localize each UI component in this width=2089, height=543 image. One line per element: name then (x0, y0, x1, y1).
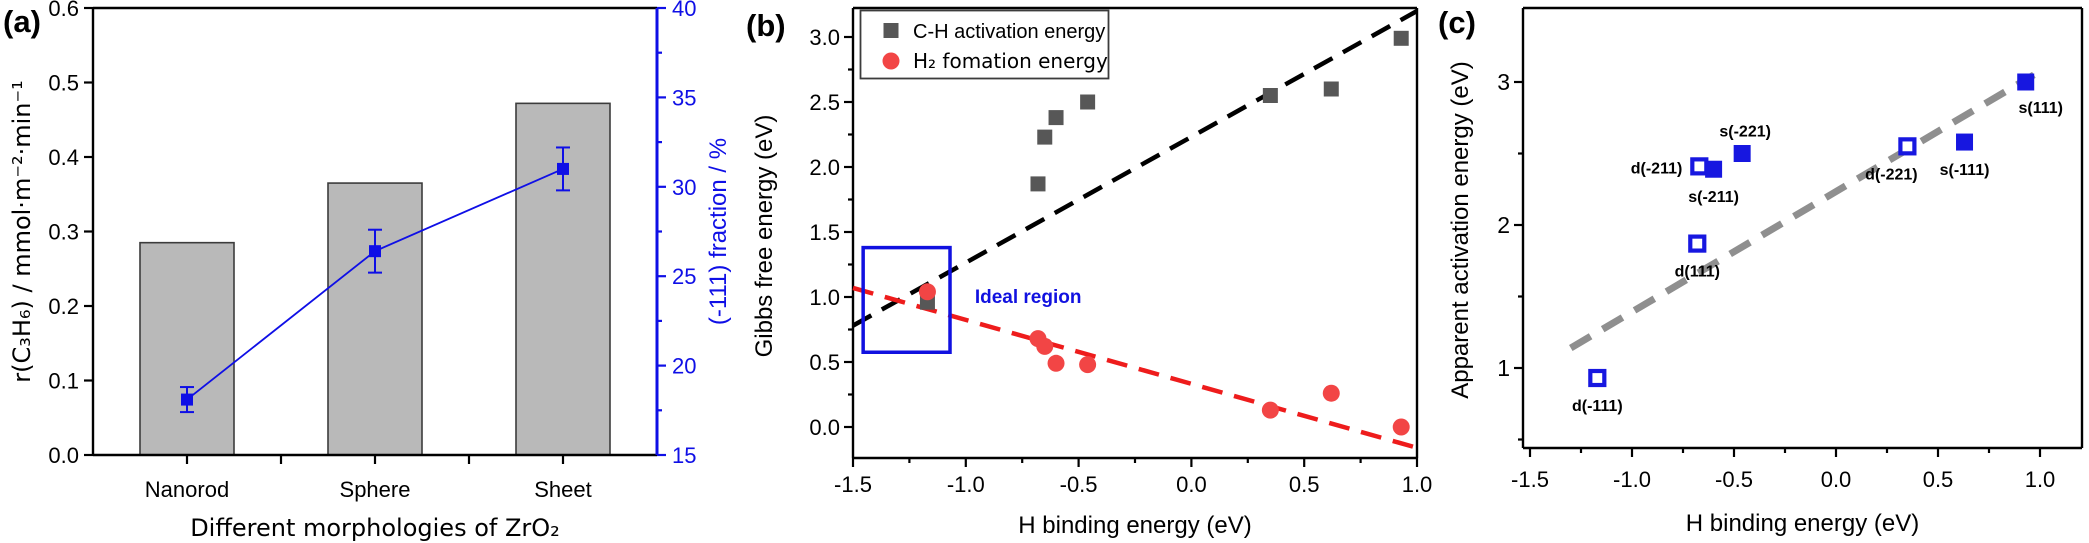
ch-activation-point (1262, 88, 1278, 103)
h2-formation-point (1047, 354, 1065, 372)
point-label: s(-221) (1719, 124, 1771, 141)
facet-point-filled (1733, 145, 1751, 162)
category-label: Nanorod (145, 477, 229, 502)
x-tick-label: 0.5 (1923, 467, 1954, 492)
x-axis-title: H binding energy (eV) (1018, 512, 1251, 539)
y-tick-label: 1 (1497, 355, 1510, 381)
left-tick-label: 0.6 (48, 0, 79, 21)
facet-point-open (1690, 157, 1709, 176)
ch-activation-point (1037, 129, 1053, 145)
point-label: d(111) (1675, 264, 1720, 281)
point-label: d(-211) (1631, 160, 1683, 177)
legend-box (859, 9, 1110, 80)
x-tick-label: -1.5 (1511, 467, 1549, 492)
point-label: d(-111) (1572, 398, 1623, 415)
ch-activation-point (1030, 176, 1046, 192)
h2-formation-point (1261, 401, 1279, 419)
trendline (851, 9, 1419, 328)
y-tick-label: 3.0 (809, 25, 840, 50)
category-label: Sphere (340, 477, 411, 502)
h2-formation-point (1322, 384, 1340, 402)
right-tick-label: 35 (672, 85, 696, 110)
legend-label-ch: C-H activation energy (913, 21, 1105, 43)
y-tick-label: 2.0 (809, 155, 840, 180)
panel-c-chart: -1.5 -1.0 -0.5 0.0 0.5 1.0 1 2 3 d(-111) d(111) d(-… (1447, 6, 2084, 537)
ch-activation-point (1323, 81, 1339, 97)
x-tick-label: -0.5 (1715, 467, 1753, 492)
facet-point-open (1898, 137, 1917, 156)
ideal-region-box (861, 245, 952, 355)
facet-point-filled (1705, 160, 1723, 178)
x-axis-title: H binding energy (eV) (1686, 510, 1919, 537)
facet-point-open (1688, 234, 1707, 253)
x-tick-label: -1.0 (1613, 467, 1651, 492)
bar-sphere (327, 182, 423, 456)
h2-formation-point (918, 283, 936, 301)
legend-square-marker (883, 23, 899, 38)
y-tick-label: 0.0 (809, 415, 840, 440)
y-axis-title: Gibbs free energy (eV) (751, 115, 778, 358)
left-tick-label: 0.4 (48, 145, 79, 170)
data-point-square (369, 245, 381, 258)
ch-activation-point (1048, 110, 1064, 126)
point-label: s(-211) (1688, 189, 1739, 206)
right-tick-label: 20 (672, 354, 696, 379)
category-label: Sheet (534, 477, 592, 502)
legend-label-h2: H₂ fomation energy (913, 49, 1108, 73)
x-tick-label: -1.0 (947, 472, 985, 497)
left-tick-label: 0.1 (48, 369, 79, 394)
ch-activation-point (1080, 94, 1096, 110)
right-tick-label: 25 (672, 264, 696, 289)
y-tick-label: 1.5 (809, 220, 840, 245)
panel-label-c: (c) (1438, 5, 1476, 40)
x-tick-label: 0.5 (1289, 472, 1320, 497)
x-tick-label: 0.0 (1176, 472, 1207, 497)
x-axis-title: Different morphologies of ZrO₂ (190, 514, 560, 542)
h2-formation-point (1392, 418, 1410, 436)
point-label: s(111) (2018, 100, 2062, 117)
panel-label-a: (a) (3, 4, 41, 39)
fit-line (1569, 71, 2036, 351)
y-tick-label: 1.0 (809, 285, 840, 310)
right-tick-label: 30 (672, 175, 696, 200)
right-y-axis-title: (-111) fraction / % (705, 138, 732, 325)
left-y-axis-title: r(C₃H₆) / mmol·m⁻²·min⁻¹ (8, 80, 36, 383)
x-tick-label: 1.0 (2025, 467, 2056, 492)
data-point-square (557, 162, 569, 175)
bar-nanorod (139, 241, 235, 456)
left-tick-label: 0.2 (48, 294, 79, 319)
h2-formation-point (1079, 356, 1097, 374)
right-tick-label: 15 (672, 443, 696, 468)
x-tick-label: -1.5 (834, 472, 872, 497)
h2-formation-point (1036, 337, 1054, 355)
data-point-square (181, 393, 193, 406)
facet-point-filled (2017, 73, 2035, 91)
y-tick-label: 2 (1497, 212, 1510, 238)
facet-point-filled (1956, 133, 1974, 151)
y-tick-label: 2.5 (809, 90, 840, 115)
panel-b-chart: -1.5 -1.0 -0.5 0.0 0.5 1.0 0.0 0.5 1.0 1.5 2.0 2.5 3… (751, 6, 1433, 539)
left-tick-label: 0.3 (48, 220, 79, 245)
right-tick-label: 40 (672, 0, 696, 21)
x-tick-label: 0.0 (1821, 467, 1852, 492)
panel-a-chart: 0.0 0.1 0.2 0.3 0.4 0.5 0.6 15 20 25 30 35 40 Nanorod… (8, 0, 732, 542)
y-tick-label: 0.5 (809, 350, 840, 375)
trendline (852, 285, 1418, 450)
facet-point-open (1588, 368, 1607, 388)
x-tick-label: 1.0 (1402, 472, 1433, 497)
y-tick-label: 3 (1497, 69, 1510, 95)
legend-circle-marker (882, 52, 900, 70)
x-tick-label: -0.5 (1060, 472, 1098, 497)
legend: C-H activation energy H₂ fomation energy (859, 9, 1110, 80)
left-tick-label: 0.5 (48, 71, 79, 96)
point-label: s(-111) (1940, 162, 1990, 179)
ch-activation-point (1393, 30, 1409, 46)
panel-label-b: (b) (746, 8, 786, 43)
left-tick-label: 0.0 (48, 443, 79, 468)
y-axis-title: Apparent activation energy (eV) (1447, 61, 1474, 399)
ideal-region-label: Ideal region (975, 287, 1082, 308)
point-label: d(-221) (1865, 166, 1917, 183)
